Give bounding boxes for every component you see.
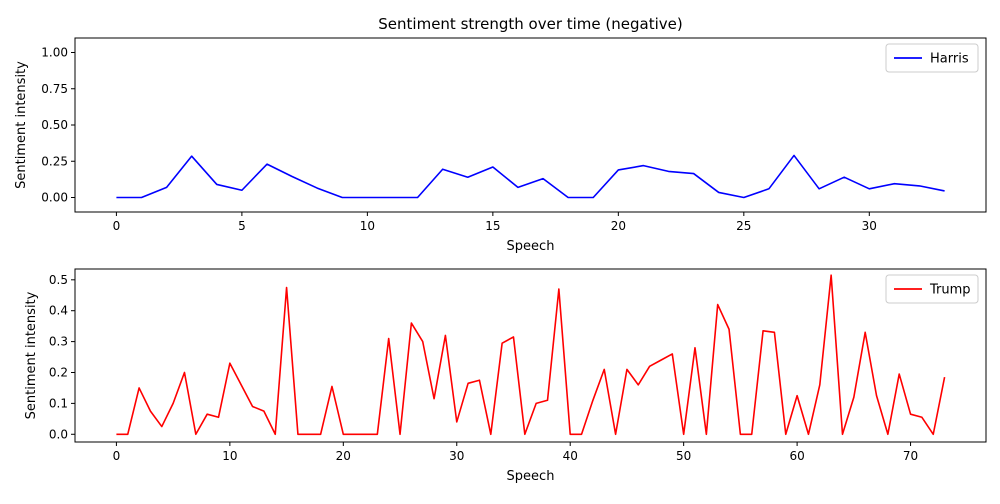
legend-box (885, 43, 979, 73)
series-line-harris (116, 154, 945, 199)
y-tick-label: 0.75 (41, 82, 68, 96)
x-tick-label: 30 (862, 219, 877, 233)
y-axis-label: Sentiment intensity (14, 61, 29, 189)
legend-box (885, 274, 979, 304)
x-axis-label: Speech (507, 239, 555, 254)
y-tick-label: 0.00 (41, 191, 68, 205)
y-tick-label: 0.50 (41, 118, 68, 132)
x-tick-label: 20 (611, 219, 626, 233)
x-tick-label: 50 (676, 449, 691, 463)
x-tick-label: 0 (113, 219, 121, 233)
legend: Harris (885, 43, 979, 73)
legend-label: Harris (930, 52, 969, 67)
x-tick-label: 70 (903, 449, 918, 463)
y-tick-label: 1.00 (41, 46, 68, 60)
plot-frame (74, 268, 987, 443)
x-tick-label: 5 (238, 219, 246, 233)
x-tick-label: 40 (563, 449, 578, 463)
x-tick-label: 20 (336, 449, 351, 463)
x-tick-label: 15 (485, 219, 500, 233)
legend: Trump (885, 274, 979, 304)
y-tick-label: 0.0 (49, 427, 68, 441)
x-tick-label: 60 (789, 449, 804, 463)
x-tick-label: 10 (222, 449, 237, 463)
y-tick-label: 0.5 (49, 273, 68, 287)
x-axis-label: Speech (507, 469, 555, 484)
x-tick-label: 0 (113, 449, 121, 463)
x-tick-label: 30 (449, 449, 464, 463)
subplot-2: 0 10 20 30 40 50 60 70 0.0 0.1 0.2 0.3 0.4 0.5 Speech S… (24, 268, 987, 484)
y-tick-label: 0.2 (49, 365, 68, 379)
legend-label: Trump (929, 283, 971, 298)
y-tick-label: 0.1 (49, 396, 68, 410)
x-tick-label: 25 (736, 219, 751, 233)
y-axis-label: Sentiment intensity (24, 291, 39, 419)
plot-frame (74, 37, 987, 213)
y-tick-label: 0.25 (41, 154, 68, 168)
chart-title: Sentiment strength over time (negative) (378, 15, 682, 33)
subplot-1: Sentiment strength over time (negative) 0… (14, 15, 987, 254)
y-tick-label: 0.4 (49, 304, 68, 318)
x-tick-label: 10 (360, 219, 375, 233)
y-tick-label: 0.3 (49, 335, 68, 349)
series-line-trump (116, 274, 946, 436)
